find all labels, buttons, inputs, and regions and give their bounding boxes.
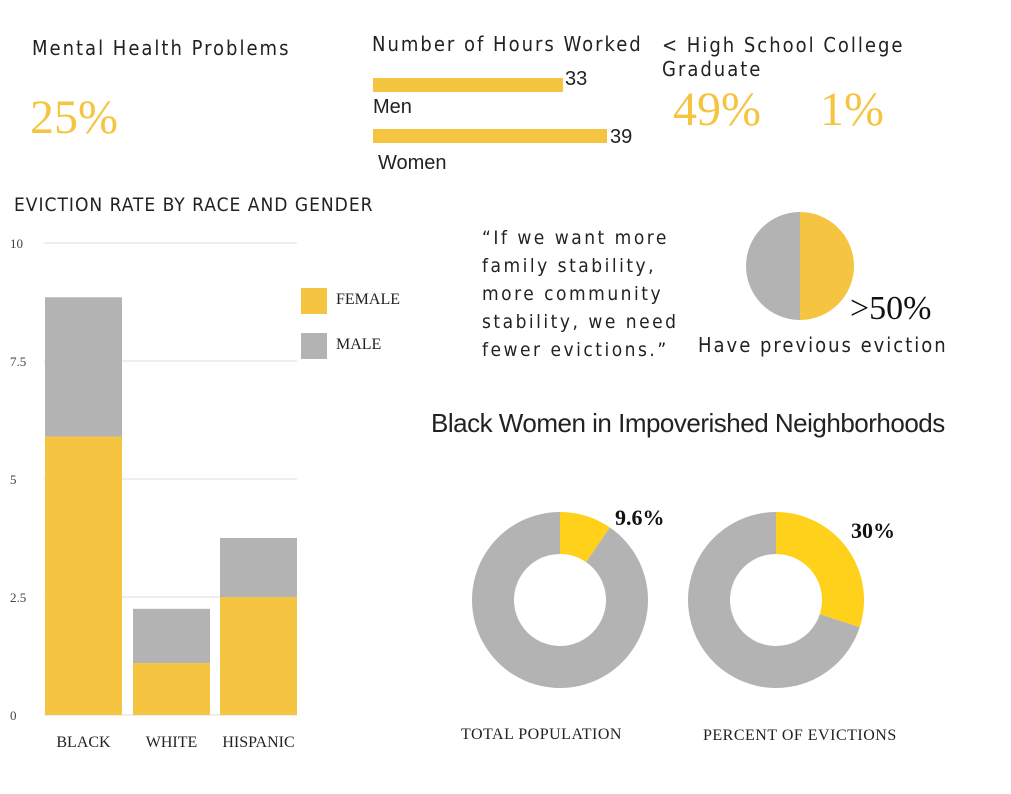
mental-health-value: 25%: [30, 91, 118, 144]
legend-female-label: FEMALE: [336, 291, 400, 308]
percent-evictions-label-value: 30%: [851, 518, 895, 543]
legend-male-swatch: [301, 333, 327, 359]
percent-evictions-label: PERCENT OF EVICTIONS: [703, 727, 897, 744]
bar-hispanic-female: [220, 597, 297, 715]
high-school-value: 49%: [673, 83, 761, 136]
bar-white-male: [133, 608, 210, 664]
bar-black-female: [45, 436, 122, 715]
previous-eviction-value: >50%: [850, 290, 932, 327]
y-tick-label: 5: [10, 472, 17, 487]
college-value: 1%: [820, 83, 884, 136]
eviction-bar-chart: 0 2.5 5 7.5 10 BLACK WHITE HISPANIC: [10, 236, 297, 751]
donuts-title: Black Women in Impoverished Neighborhood…: [431, 408, 945, 438]
men-hours-value: 33: [565, 68, 588, 90]
legend-female-swatch: [301, 288, 327, 314]
donut-slice: [560, 512, 610, 563]
x-tick-label: HISPANIC: [222, 734, 294, 751]
women-label: Women: [378, 152, 447, 174]
y-tick-label: 0: [10, 708, 17, 723]
hours-worked-title: Number of Hours Worked: [372, 32, 643, 56]
donut-slice: [688, 512, 860, 688]
pie-slice-gray: [746, 212, 800, 320]
y-tick-label: 7.5: [10, 354, 26, 369]
quote-line: more community: [482, 283, 664, 305]
mental-health-title: Mental Health Problems: [32, 36, 291, 60]
quote-line: fewer evictions.”: [482, 339, 669, 361]
men-label: Men: [373, 96, 412, 118]
quote-line: stability, we need: [482, 311, 679, 333]
x-tick-label: WHITE: [146, 734, 198, 751]
bar-black-male: [45, 297, 122, 437]
men-hours-bar: [373, 78, 563, 92]
y-tick-label: 2.5: [10, 590, 26, 605]
education-title: < High School College Graduate: [662, 33, 905, 81]
pie-slice-yellow: [800, 212, 854, 320]
x-tick-label: BLACK: [56, 734, 111, 751]
eviction-chart-title: EVICTION RATE BY RACE AND GENDER: [14, 194, 374, 216]
y-tick-label: 10: [10, 236, 23, 251]
quote-line: family stability,: [482, 255, 657, 277]
total-population-label-value: 9.6%: [615, 505, 665, 530]
quote-line: “If we want more: [482, 227, 669, 249]
total-population-donut: [472, 512, 648, 688]
percent-evictions-donut: [688, 512, 864, 688]
eviction-quote: “If we want more family stability, more …: [482, 224, 679, 364]
bar-hispanic-male: [220, 538, 297, 597]
bar-white-female: [133, 663, 210, 715]
total-population-label: TOTAL POPULATION: [461, 726, 622, 743]
legend-male-label: MALE: [336, 336, 382, 353]
women-hours-value: 39: [610, 126, 633, 148]
women-hours-bar: [373, 129, 607, 143]
previous-eviction-pie: [746, 212, 854, 320]
donut-slice: [776, 512, 864, 628]
donut-slice: [472, 512, 648, 688]
previous-eviction-label: Have previous eviction: [698, 333, 948, 357]
